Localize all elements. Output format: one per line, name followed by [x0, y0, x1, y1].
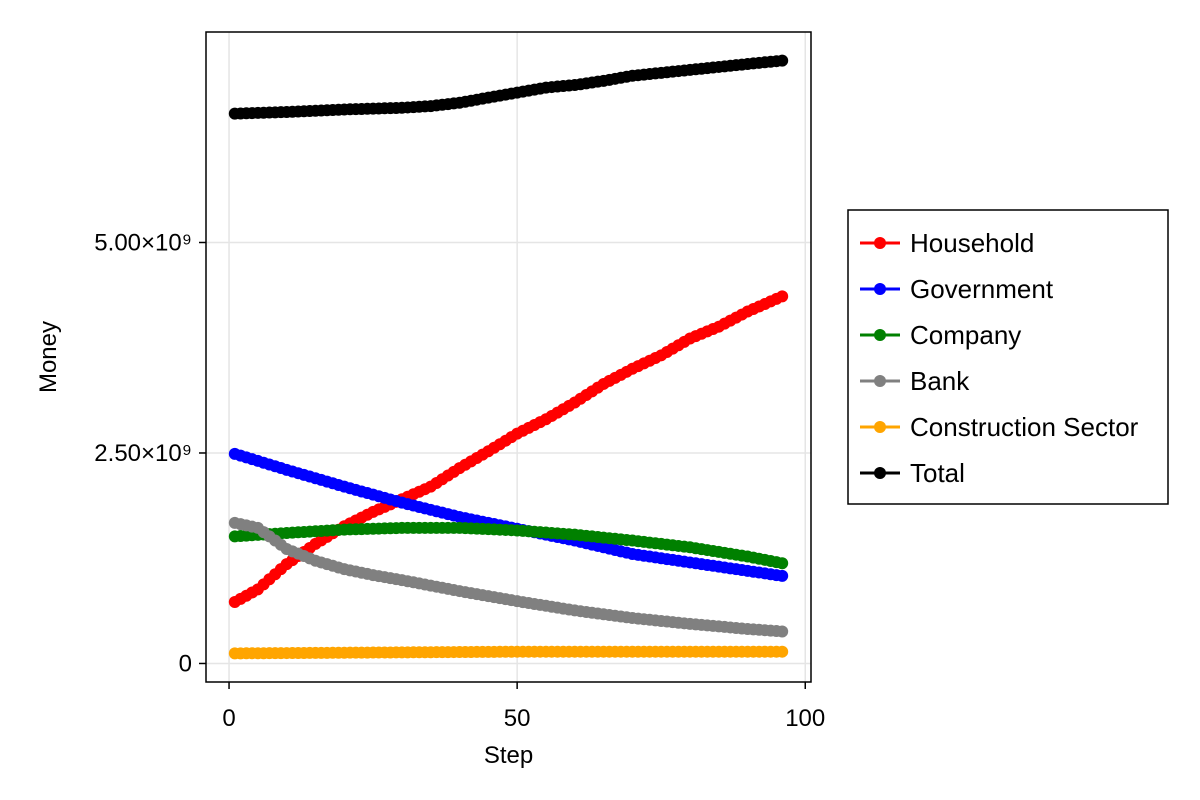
legend-label: Construction Sector [910, 412, 1139, 442]
series-layer [228, 54, 789, 660]
legend-entry: Construction Sector [860, 412, 1139, 442]
y-axis-title: Money [35, 321, 62, 393]
legend: Household Government Company Bank Constructi… [847, 209, 1169, 505]
data-point [776, 290, 789, 303]
y-tick-label: 5.00×10⁹ [94, 229, 192, 256]
x-tick-label: 50 [504, 705, 531, 732]
series-total [228, 54, 789, 120]
y-tick-label: 0 [179, 650, 192, 677]
data-point [776, 54, 789, 67]
series-company [228, 521, 789, 570]
legend-marker [874, 283, 886, 295]
data-point [776, 645, 789, 658]
legend-marker [874, 421, 886, 433]
grid [206, 32, 811, 682]
legend-marker [874, 329, 886, 341]
data-point [776, 569, 789, 582]
plot-frame [205, 31, 812, 683]
legend-label: Government [910, 274, 1054, 304]
legend-entry: Total [860, 458, 965, 488]
legend-entry: Government [860, 274, 1054, 304]
series-bank [228, 516, 789, 638]
legend-marker [874, 375, 886, 387]
series-household [228, 290, 789, 609]
axes: 0 50 100 0 2.50×10⁹ 5.00×10⁹ [94, 229, 825, 732]
legend-box [847, 209, 1169, 505]
x-tick-label: 100 [785, 705, 825, 732]
legend-marker [874, 467, 886, 479]
series-construction-sector [228, 645, 789, 660]
legend-marker [874, 237, 886, 249]
legend-label: Bank [910, 366, 970, 396]
legend-label: Company [910, 320, 1021, 350]
legend-entry: Company [860, 320, 1021, 350]
x-axis-title: Step [484, 742, 533, 769]
legend-label: Household [910, 228, 1034, 258]
y-tick-label: 2.50×10⁹ [94, 440, 192, 467]
legend-entry: Bank [860, 366, 970, 396]
x-tick-label: 0 [222, 705, 235, 732]
data-point [776, 625, 789, 638]
legend-label: Total [910, 458, 965, 488]
legend-entry: Household [860, 228, 1034, 258]
data-point [776, 557, 789, 570]
